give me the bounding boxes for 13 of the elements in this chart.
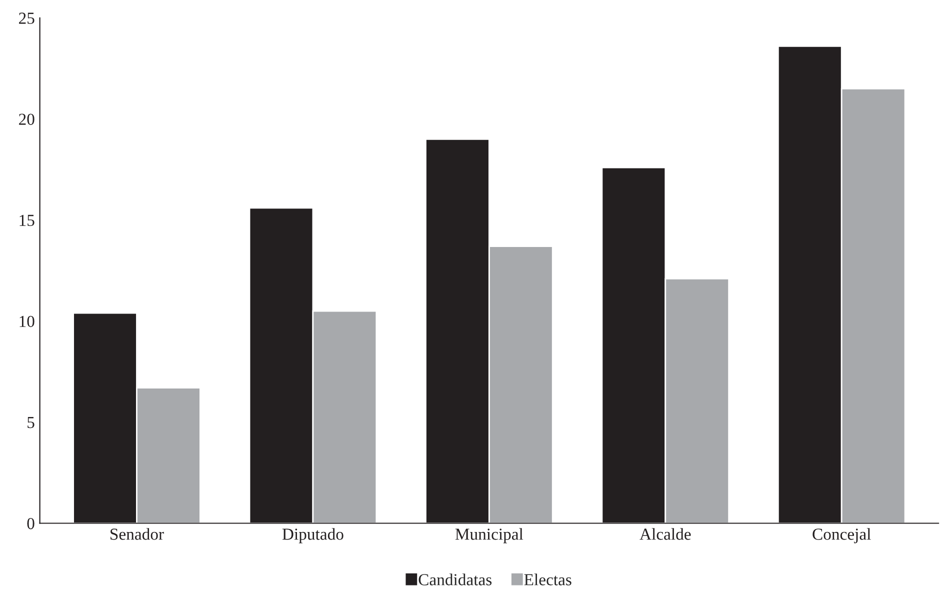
y-tick-label: 25 [19, 12, 34, 24]
legend-label: Electas [524, 574, 572, 586]
legend-label: Candidatas [418, 574, 492, 586]
x-tick-label: Diputado [282, 528, 344, 544]
y-tick-label: 0 [27, 518, 34, 530]
y-tick-label: 15 [20, 214, 34, 226]
y-tick-label: 10 [20, 316, 34, 328]
y-tick-label: 5 [28, 417, 34, 428]
x-tick-label: Senador [110, 528, 164, 540]
x-tick-label: Concejal [812, 528, 871, 544]
x-tick-label: Alcalde [640, 528, 691, 540]
y-tick-label: 20 [19, 114, 34, 125]
x-tick-label: Municipal [455, 528, 524, 544]
